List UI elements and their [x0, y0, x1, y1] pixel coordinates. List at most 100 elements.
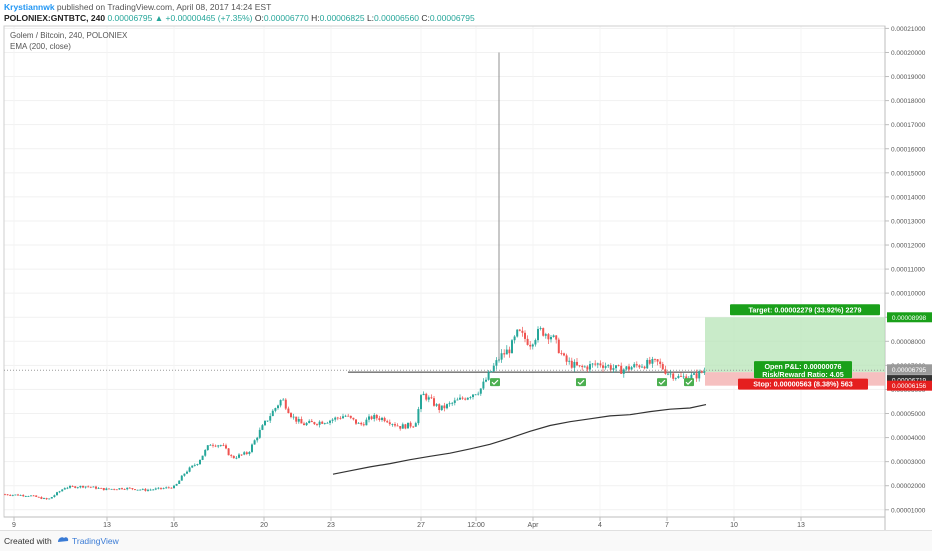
candle-body [661, 364, 664, 370]
candle-body [576, 361, 578, 366]
candle-body [121, 488, 123, 490]
candle-body [342, 416, 344, 419]
candle-body [95, 486, 97, 489]
stop-label-box [738, 378, 868, 390]
candle-body [680, 375, 682, 377]
candle-body [365, 419, 368, 426]
price-tick-label: 0.00002000 [891, 483, 926, 490]
candle-body [537, 328, 539, 341]
candle-body [443, 405, 446, 409]
candle-body [355, 419, 357, 424]
candle-body [43, 498, 45, 499]
candle-body [368, 416, 370, 420]
candle-body [570, 360, 573, 368]
candle-body [253, 440, 256, 445]
candle-body [100, 487, 103, 489]
candle-body [690, 374, 693, 379]
price-axis: 0.00021000 0.00020000 0.00019000 0.00018000… [885, 26, 926, 514]
candle-body [544, 334, 547, 336]
candle-body [97, 487, 100, 489]
candle-body [524, 332, 526, 339]
candle-body [615, 365, 617, 369]
price-chart[interactable]: 0.00021000 0.00020000 0.00019000 0.00018000… [0, 0, 932, 530]
candle-body [344, 415, 347, 417]
candle-body [464, 398, 467, 400]
candle-body [659, 361, 662, 365]
candle-body [261, 425, 264, 430]
stop-price-tag-text: 0.00006156 [892, 383, 927, 390]
candle-body [128, 487, 131, 489]
price-tick-label: 0.00001000 [891, 507, 926, 514]
stop-label-text: Stop: 0.00000563 (8.38%) 563 [753, 380, 853, 389]
pnl-label-text: Open P&L: 0.00000076 [764, 362, 841, 371]
indicator-label[interactable]: EMA (200, close) [10, 42, 71, 51]
time-tick-label: 10 [730, 522, 738, 529]
price-change: ▲ +0.00000465 (+7.35%) [154, 13, 253, 23]
check-markers [490, 378, 694, 387]
candle-body [336, 417, 339, 419]
tradingview-brand[interactable]: TradingView [72, 536, 119, 546]
candle-body [209, 444, 212, 446]
candle-body [378, 418, 381, 420]
candle-body [396, 425, 399, 427]
pnl-label-box [754, 361, 852, 379]
time-tick-label: 7 [665, 522, 669, 529]
close-label: C: [421, 13, 430, 23]
last-price-tag-box [887, 364, 932, 375]
candle-body [474, 394, 477, 396]
candle-body [492, 365, 495, 372]
candle-body [256, 437, 259, 441]
candle-body [40, 497, 43, 499]
candle-body [695, 373, 698, 379]
candle-body [440, 405, 443, 411]
candle-body [422, 393, 425, 396]
candle-body [48, 498, 51, 500]
candle-body [243, 452, 246, 455]
candle-body [482, 381, 485, 389]
candles [4, 52, 706, 500]
candle-body [349, 415, 352, 418]
candle-body [451, 402, 454, 404]
candle-body [53, 495, 56, 498]
candle-body [102, 487, 105, 491]
candle-body [87, 486, 90, 488]
check-glyph [491, 379, 499, 385]
candle-body [602, 365, 604, 368]
chart-grid [4, 26, 885, 517]
candle-body [547, 334, 550, 340]
check-marker-icon [576, 378, 586, 387]
candle-body [648, 359, 651, 364]
candle-body [89, 486, 92, 488]
price-tick-label: 0.00021000 [891, 26, 926, 33]
candle-body [612, 368, 615, 370]
candle-body [222, 445, 225, 446]
time-tick-label: 13 [797, 522, 805, 529]
candle-body [466, 397, 469, 400]
candle-body [310, 420, 313, 423]
publish-info: Krystiannwk published on TradingView.com… [4, 1, 271, 13]
candle-body [391, 424, 394, 425]
candle-body [139, 489, 142, 491]
candle-body [573, 361, 576, 368]
candle-body [74, 486, 77, 488]
candle-body [180, 475, 183, 481]
candle-body [433, 398, 435, 406]
author-link[interactable]: Krystiannwk [4, 2, 55, 12]
candle-body [22, 495, 25, 497]
candle-body [287, 408, 290, 414]
candle-body [401, 424, 404, 429]
candle-body [217, 445, 220, 447]
candle-body [334, 417, 337, 420]
candle-body [186, 471, 188, 474]
check-marker-icon [490, 378, 500, 387]
low-label: L: [366, 13, 375, 23]
candle-body [248, 451, 251, 455]
candle-body [4, 494, 6, 496]
price-tick-label: 0.00008000 [891, 339, 926, 346]
candle-body [30, 495, 32, 497]
candle-body [518, 329, 521, 331]
published-text: published on TradingView.com, April 08, … [56, 2, 272, 12]
candle-body [206, 445, 209, 451]
candle-body [6, 494, 9, 496]
candle-body [235, 457, 238, 459]
